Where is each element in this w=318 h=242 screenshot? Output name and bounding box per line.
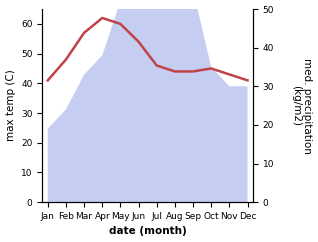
X-axis label: date (month): date (month) [109, 227, 187, 236]
Y-axis label: med. precipitation
(kg/m2): med. precipitation (kg/m2) [291, 58, 313, 153]
Y-axis label: max temp (C): max temp (C) [5, 70, 16, 142]
